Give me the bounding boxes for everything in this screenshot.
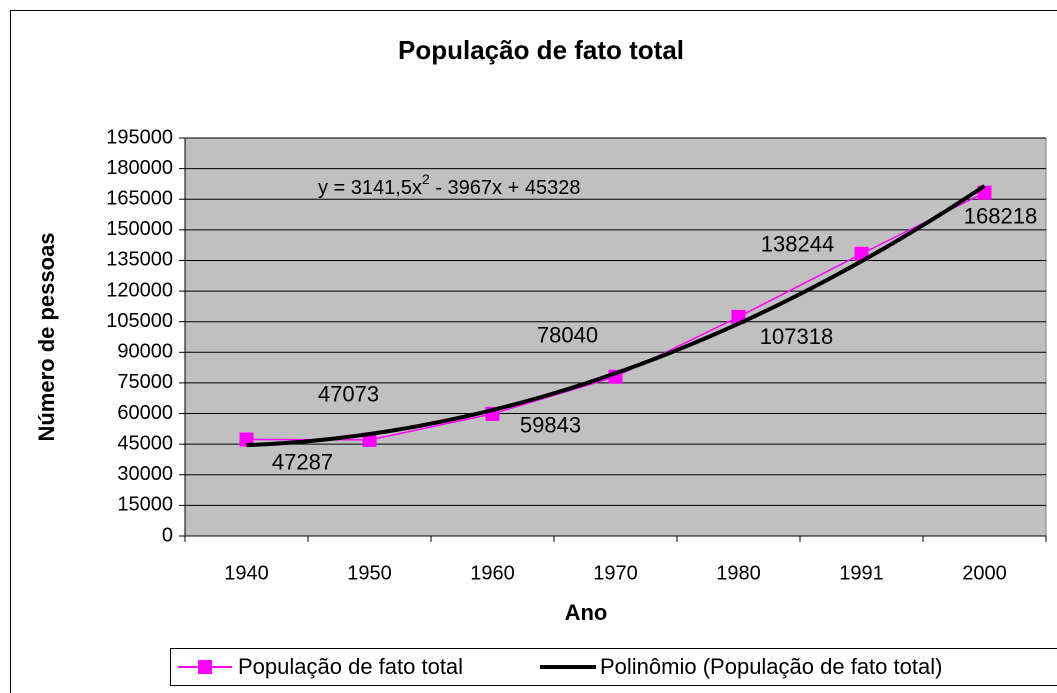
x-tick-label: 1991	[839, 562, 884, 584]
y-tick-label: 0	[162, 524, 173, 546]
x-tick-label: 1950	[347, 562, 392, 584]
y-tick-label: 90000	[117, 341, 173, 363]
y-tick-label: 180000	[106, 157, 173, 179]
equation-part: y = 3141,5x	[318, 177, 422, 199]
legend-label: Polinômio (População de fato total)	[600, 654, 942, 679]
y-tick-label: 60000	[117, 402, 173, 424]
y-tick-label: 30000	[117, 463, 173, 485]
y-tick-label: 150000	[106, 218, 173, 240]
chart-title: População de fato total	[398, 35, 684, 65]
equation-part: - 3967x + 45328	[430, 177, 581, 199]
data-label: 107318	[760, 324, 833, 349]
y-tick-label: 120000	[106, 279, 173, 301]
data-point	[239, 432, 254, 447]
data-label: 59843	[520, 413, 581, 438]
data-label: 138244	[761, 232, 834, 257]
data-label: 47287	[272, 449, 333, 474]
y-tick-label: 105000	[106, 310, 173, 332]
y-axis-title: Número de pessoas	[34, 232, 59, 441]
y-tick-label: 75000	[117, 371, 173, 393]
data-label: 78040	[537, 323, 598, 348]
y-tick-label: 15000	[117, 494, 173, 516]
y-tick-label: 45000	[117, 432, 173, 454]
trend-equation: y = 3141,5x2 - 3967x + 45328	[318, 171, 580, 200]
x-tick-label: 1960	[470, 562, 515, 584]
data-label: 47073	[318, 382, 379, 407]
trendline	[246, 184, 986, 448]
x-tick-label: 1940	[224, 562, 269, 584]
legend-label: População de fato total	[238, 654, 463, 679]
data-label: 168218	[964, 203, 1037, 228]
legend-marker	[198, 660, 212, 674]
x-tick-label: 2000	[962, 562, 1007, 584]
y-tick-label: 165000	[106, 188, 173, 210]
plot-area	[184, 137, 1047, 537]
y-tick-label: 195000	[106, 126, 173, 148]
y-tick-label: 135000	[106, 249, 173, 271]
x-tick-label: 1980	[716, 562, 761, 584]
legend-box	[170, 648, 1057, 686]
x-tick-label: 1970	[593, 562, 638, 584]
equation-exponent: 2	[422, 171, 430, 187]
x-axis-title: Ano	[565, 600, 608, 625]
